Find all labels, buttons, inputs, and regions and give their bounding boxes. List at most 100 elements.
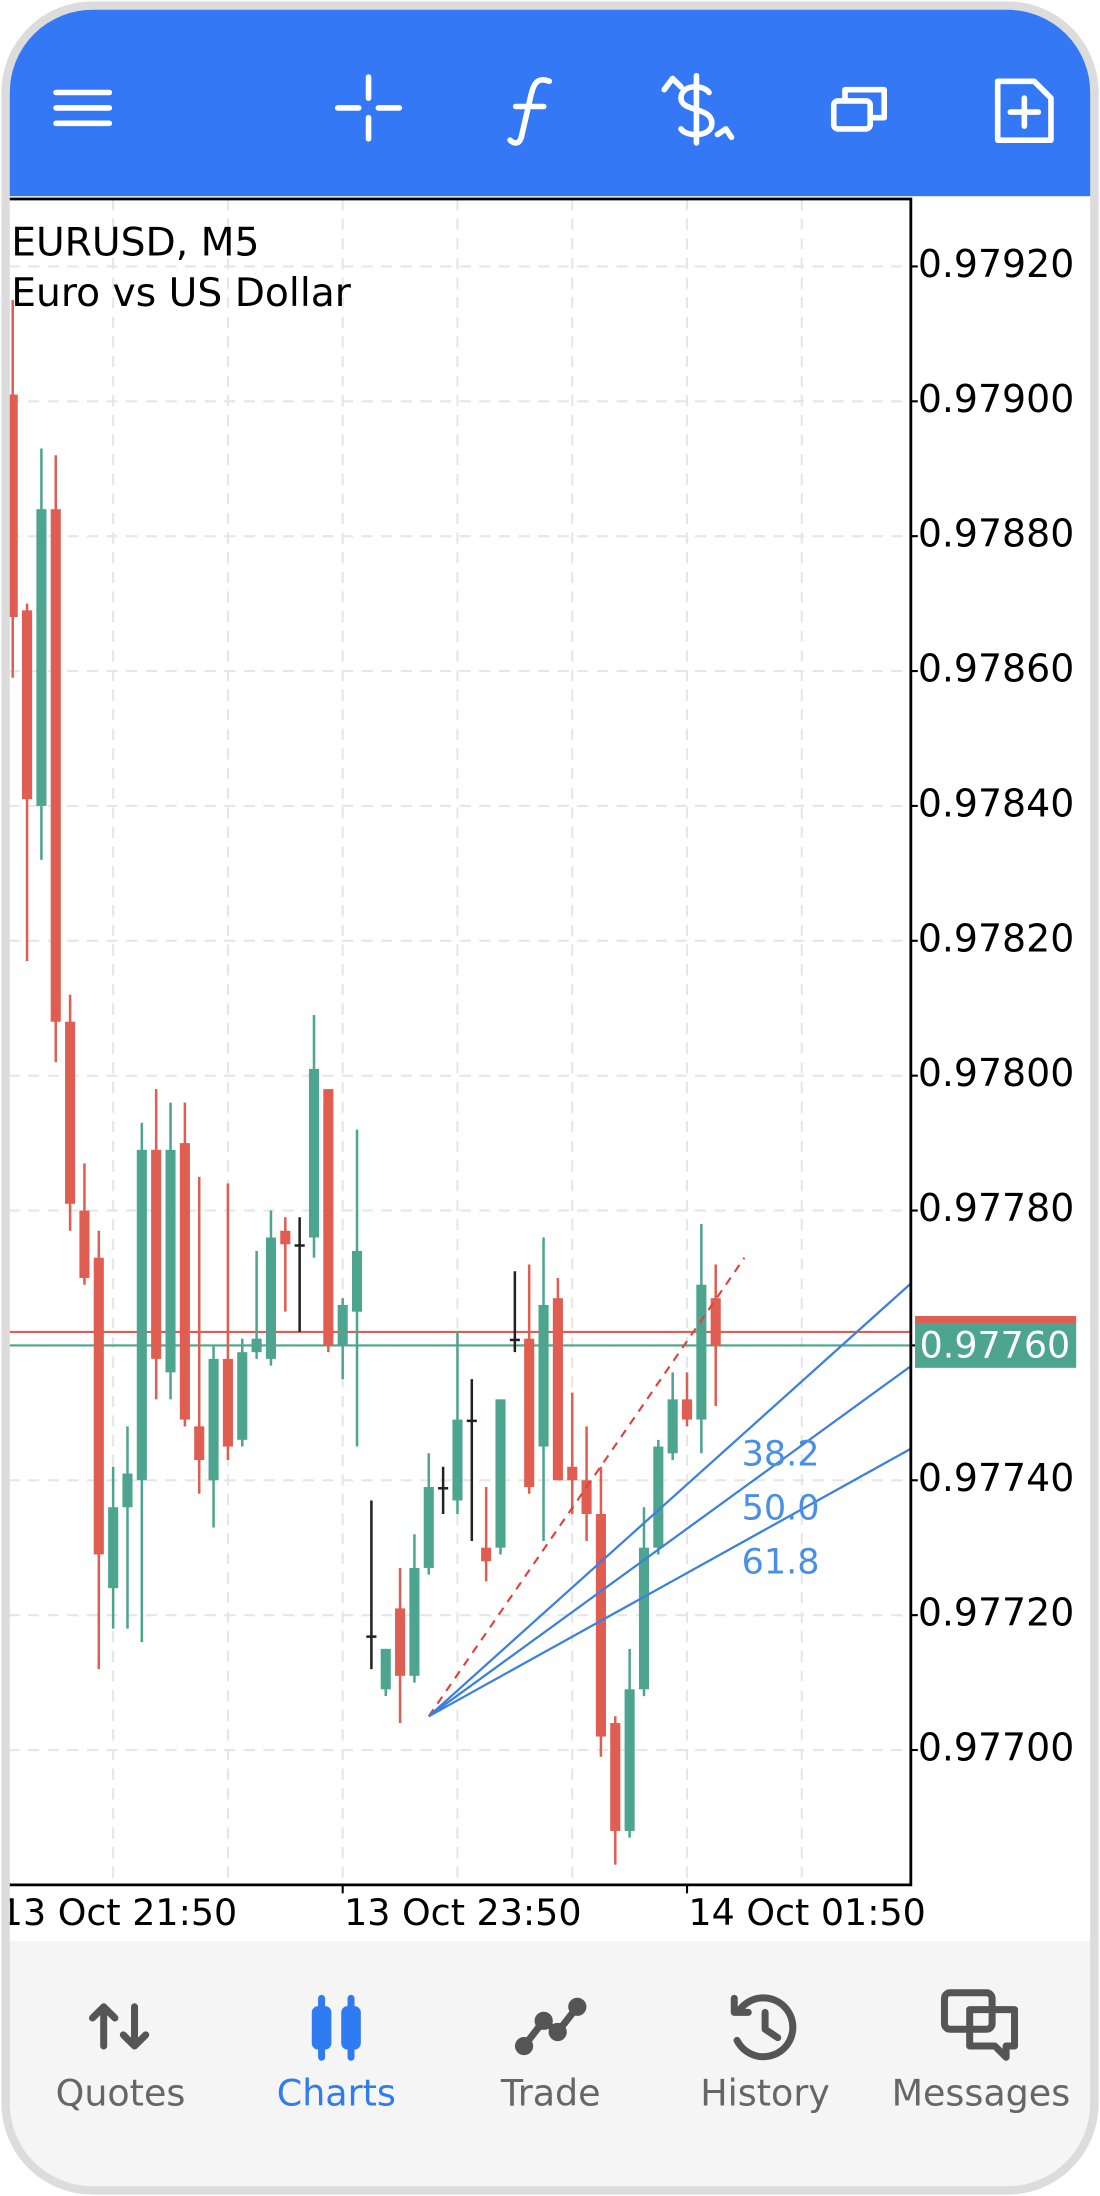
candle-body: [552, 1298, 563, 1481]
candle-body: [581, 1480, 592, 1514]
candle-body: [638, 1547, 650, 1690]
chart-title: EURUSD, M5: [11, 221, 259, 266]
candle-body: [36, 509, 47, 806]
candle-body: [696, 1284, 707, 1420]
candle-body: [495, 1399, 506, 1548]
y-tick-label: 0.97780: [918, 1186, 1074, 1230]
candle-body: [452, 1419, 463, 1501]
nav-label[interactable]: Trade: [500, 2072, 601, 2115]
bottom-nav: [5, 1940, 1095, 2191]
candle-body: [466, 1419, 477, 1423]
history-icon[interactable]: [730, 1994, 797, 2061]
candle-body: [151, 1149, 162, 1359]
candle-body: [194, 1426, 205, 1461]
y-tick-label: 0.97740: [918, 1456, 1074, 1500]
y-tick-label: 0.97920: [918, 242, 1074, 286]
candle-body: [366, 1635, 377, 1638]
x-tick-label: 14 Oct 01:50: [688, 1891, 925, 1934]
x-tick-label: 13 Oct 21:50: [0, 1891, 237, 1934]
candle-body: [524, 1338, 535, 1488]
candle-body: [438, 1487, 449, 1490]
fibo-fan-line: [428, 1282, 911, 1718]
toolbar: [5, 5, 1095, 197]
candle-body: [610, 1723, 621, 1831]
price-label: 0.97760: [920, 1323, 1071, 1366]
candle-body: [22, 610, 33, 800]
candle-body: [323, 1089, 334, 1346]
messages-icon[interactable]: [940, 1989, 1019, 2061]
candle-body: [481, 1547, 492, 1562]
candle-body: [108, 1507, 119, 1589]
candle-body: [624, 1689, 635, 1831]
candle-body: [681, 1399, 693, 1420]
candle-body: [208, 1358, 219, 1481]
candle-body: [380, 1648, 391, 1690]
chart-subtitle: Euro vs US Dollar: [11, 271, 352, 316]
y-tick-label: 0.97700: [918, 1726, 1074, 1770]
y-tick-label: 0.97800: [918, 1051, 1074, 1095]
fibo-level-label: 61.8: [742, 1542, 820, 1583]
candle-body: [538, 1304, 549, 1447]
plot-area: [8, 300, 911, 1865]
fibo-fan-line: [428, 1365, 911, 1718]
fibo-trend-line: [427, 1257, 746, 1717]
fibo-level-label: 50.0: [742, 1487, 820, 1528]
candle-body: [351, 1250, 363, 1312]
candle-body: [79, 1210, 90, 1278]
y-tick-label: 0.97900: [918, 377, 1074, 421]
price-box: [915, 1322, 1077, 1368]
candle-body: [8, 394, 18, 618]
y-tick-label: 0.97820: [918, 916, 1074, 960]
y-tick-label: 0.97860: [918, 647, 1074, 691]
nav-label[interactable]: Quotes: [56, 2072, 186, 2115]
candle-body: [122, 1473, 133, 1508]
candle-body: [237, 1352, 248, 1440]
candle-body: [179, 1143, 190, 1420]
candle-body: [136, 1149, 147, 1481]
ask-marker: [915, 1315, 1077, 1325]
nav-label[interactable]: Charts: [277, 2072, 396, 2115]
candle-body: [222, 1358, 233, 1447]
nav-label[interactable]: Messages: [892, 2072, 1071, 2115]
trade-button[interactable]: [661, 72, 735, 146]
candle-body: [265, 1237, 277, 1359]
chart-frame: [8, 197, 913, 1887]
candle-body: [710, 1298, 721, 1346]
menu-button[interactable]: [53, 89, 113, 127]
candle-body: [409, 1567, 420, 1676]
y-tick-label: 0.97840: [918, 781, 1074, 825]
trade-icon[interactable]: [514, 1997, 587, 2056]
candle-body: [395, 1608, 406, 1676]
crosshair-button[interactable]: [334, 74, 403, 142]
indicators-button[interactable]: [507, 77, 553, 146]
candle-body: [667, 1399, 678, 1454]
candle-body: [165, 1149, 176, 1373]
windows-button[interactable]: [830, 86, 888, 132]
candle-body: [65, 1021, 76, 1204]
fibo-fan-line: [428, 1447, 911, 1718]
candle-body: [567, 1466, 578, 1481]
new-order-button[interactable]: [994, 78, 1054, 143]
y-tick-label: 0.97880: [918, 512, 1074, 556]
fibo-level-label: 38.2: [742, 1433, 820, 1474]
y-tick-label: 0.97720: [918, 1591, 1074, 1635]
candle-body: [308, 1068, 320, 1238]
candle-body: [337, 1304, 348, 1346]
candle-body: [50, 509, 61, 1022]
candle-body: [423, 1487, 434, 1568]
candle-body: [595, 1513, 606, 1737]
candle-body: [93, 1257, 104, 1555]
candle-body: [509, 1338, 520, 1342]
quotes-icon[interactable]: [88, 2003, 150, 2050]
candle-body: [280, 1230, 291, 1245]
candle-body: [251, 1338, 262, 1353]
candle-body: [294, 1244, 305, 1247]
nav-label[interactable]: History: [700, 2072, 830, 2115]
candle-body: [653, 1446, 664, 1548]
x-tick-label: 13 Oct 23:50: [344, 1891, 581, 1934]
charts-icon[interactable]: [311, 1994, 361, 2061]
